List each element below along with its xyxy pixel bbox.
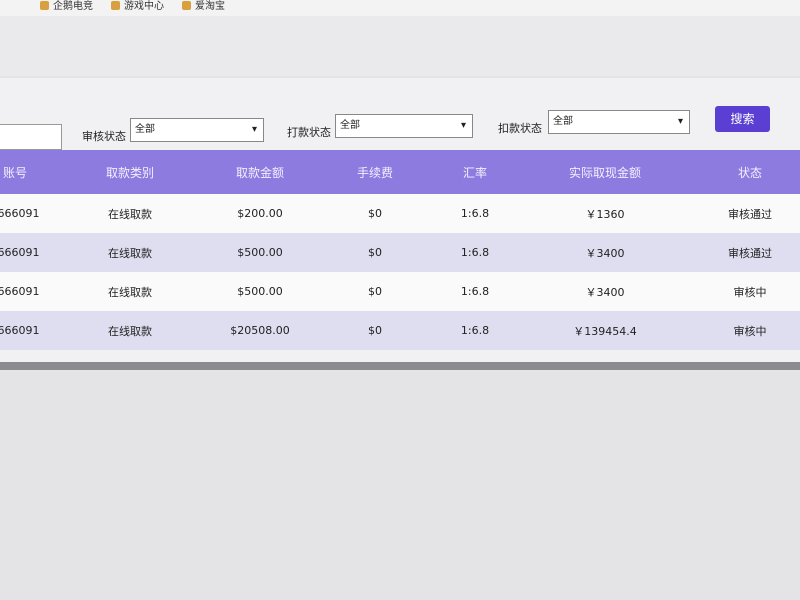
column-header: 手续费 <box>320 150 430 194</box>
table-cell: 2666091 <box>0 194 60 233</box>
table-cell: $500.00 <box>200 272 320 311</box>
table-cell: $20508.00 <box>200 311 320 350</box>
table-cell: 审核通过 <box>690 194 800 233</box>
table-cell: ￥3400 <box>520 272 690 311</box>
search-button[interactable]: 搜索 <box>715 106 770 132</box>
table-cell: 在线取款 <box>60 194 200 233</box>
table-cell: $0 <box>320 233 430 272</box>
column-header: 状态 <box>690 150 800 194</box>
table-cell: ￥3400 <box>520 233 690 272</box>
table-cell: $0 <box>320 194 430 233</box>
table-cell: $200.00 <box>200 194 320 233</box>
table-cell: 1:6.8 <box>430 272 520 311</box>
table-cell: $0 <box>320 311 430 350</box>
scrollbar <box>0 362 800 370</box>
table-cell: 1:6.8 <box>430 233 520 272</box>
filter-bar: 搜索 审核状态全部打款状态全部扣款状态全部 <box>0 104 800 150</box>
filter-label: 审核状态 <box>82 130 126 143</box>
table-cell: 1:6.8 <box>430 311 520 350</box>
filter-label: 扣款状态 <box>498 122 542 135</box>
filter-label: 打款状态 <box>287 126 331 139</box>
table-cell: 2666091 <box>0 272 60 311</box>
table-cell: $0 <box>320 272 430 311</box>
column-header: 实际取现金额 <box>520 150 690 194</box>
table-cell: ￥139454.4 <box>520 311 690 350</box>
bookmark[interactable]: 爱淘宝 <box>182 0 225 16</box>
table-cell: 2666091 <box>0 311 60 350</box>
table-cell: ￥1360 <box>520 194 690 233</box>
table-cell: 2666091 <box>0 233 60 272</box>
column-header: 取款类别 <box>60 150 200 194</box>
table-cell: 1:6.8 <box>430 194 520 233</box>
bookmark[interactable]: 游戏中心 <box>111 0 164 16</box>
table-cell: 审核通过 <box>690 233 800 272</box>
column-header: 汇率 <box>430 150 520 194</box>
bookmark[interactable]: 企鹅电竞 <box>40 0 93 16</box>
filter-select[interactable]: 全部 <box>548 110 690 134</box>
filter-select[interactable]: 全部 <box>130 118 264 142</box>
account-input[interactable] <box>0 124 62 150</box>
column-header: 取款金额 <box>200 150 320 194</box>
table-cell: 在线取款 <box>60 311 200 350</box>
table-cell: $500.00 <box>200 233 320 272</box>
table-cell: 审核中 <box>690 311 800 350</box>
table-cell: 在线取款 <box>60 233 200 272</box>
filter-select[interactable]: 全部 <box>335 114 473 138</box>
header-row: 账号 取款类别 取款金额 手续费 汇率 实际取现金额 状态 <box>0 150 800 194</box>
table-cell: 审核中 <box>690 272 800 311</box>
column-header: 账号 <box>0 150 60 194</box>
bookmarks-bar: 企鹅电竞 游戏中心 爱淘宝 <box>0 0 800 16</box>
browser-band <box>0 16 800 76</box>
table-cell: 在线取款 <box>60 272 200 311</box>
